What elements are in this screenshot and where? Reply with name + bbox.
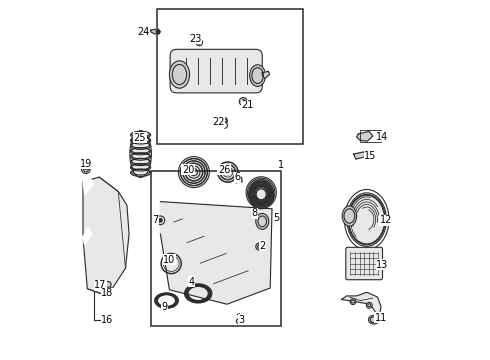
- Ellipse shape: [220, 164, 236, 180]
- Text: 2: 2: [259, 240, 266, 251]
- Ellipse shape: [223, 118, 227, 123]
- Text: 4: 4: [189, 276, 195, 287]
- Text: 3: 3: [238, 315, 245, 325]
- Ellipse shape: [223, 122, 227, 128]
- Text: 16: 16: [101, 315, 114, 325]
- Polygon shape: [354, 152, 366, 159]
- Text: 8: 8: [252, 208, 258, 218]
- Text: 6: 6: [235, 172, 241, 182]
- Polygon shape: [342, 292, 381, 318]
- Text: 21: 21: [242, 100, 254, 110]
- Text: 17: 17: [94, 280, 106, 290]
- Ellipse shape: [130, 131, 151, 177]
- Text: 13: 13: [376, 260, 389, 270]
- Text: 25: 25: [134, 132, 146, 143]
- Polygon shape: [235, 177, 242, 183]
- Ellipse shape: [367, 302, 372, 308]
- FancyBboxPatch shape: [170, 49, 262, 93]
- Ellipse shape: [156, 30, 160, 33]
- Text: 22: 22: [212, 117, 224, 127]
- Ellipse shape: [348, 194, 386, 245]
- Text: 26: 26: [218, 165, 230, 175]
- Polygon shape: [151, 29, 160, 34]
- Ellipse shape: [105, 282, 111, 287]
- Ellipse shape: [109, 288, 113, 294]
- Ellipse shape: [250, 65, 266, 86]
- Ellipse shape: [236, 319, 242, 324]
- Text: 10: 10: [163, 255, 175, 265]
- Ellipse shape: [170, 61, 190, 88]
- Ellipse shape: [248, 180, 274, 209]
- Ellipse shape: [342, 206, 357, 226]
- Ellipse shape: [81, 165, 90, 174]
- Text: 20: 20: [182, 165, 195, 175]
- Ellipse shape: [159, 219, 162, 222]
- Text: 7: 7: [152, 215, 159, 225]
- Text: 1: 1: [278, 159, 284, 170]
- Ellipse shape: [196, 39, 202, 46]
- Ellipse shape: [350, 299, 356, 305]
- Polygon shape: [83, 176, 94, 194]
- Text: 9: 9: [162, 302, 168, 312]
- Polygon shape: [160, 202, 272, 304]
- Text: 15: 15: [364, 150, 376, 161]
- Bar: [157, 9, 303, 144]
- Text: 19: 19: [80, 159, 92, 169]
- Text: 18: 18: [101, 288, 114, 298]
- Polygon shape: [251, 213, 256, 218]
- Polygon shape: [82, 228, 92, 245]
- Ellipse shape: [368, 315, 379, 324]
- Ellipse shape: [256, 213, 269, 229]
- Polygon shape: [262, 71, 270, 78]
- Bar: [151, 171, 281, 326]
- Polygon shape: [83, 177, 129, 296]
- Text: 12: 12: [380, 215, 392, 225]
- Ellipse shape: [239, 98, 247, 105]
- Polygon shape: [357, 131, 373, 141]
- Ellipse shape: [256, 243, 263, 250]
- FancyBboxPatch shape: [346, 247, 383, 280]
- Text: 14: 14: [376, 132, 388, 142]
- Text: 11: 11: [375, 312, 387, 323]
- Bar: [360, 130, 381, 142]
- Text: 24: 24: [137, 27, 149, 37]
- Text: 5: 5: [273, 213, 280, 223]
- Text: 23: 23: [189, 34, 201, 44]
- Ellipse shape: [180, 158, 208, 186]
